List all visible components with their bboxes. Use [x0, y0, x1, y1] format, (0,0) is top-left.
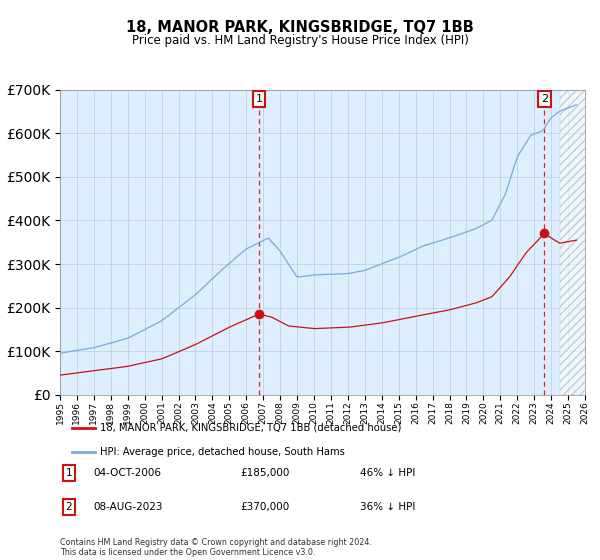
Text: 1: 1 — [256, 94, 262, 104]
Text: 2: 2 — [65, 502, 73, 512]
Text: 1: 1 — [65, 468, 73, 478]
Text: Price paid vs. HM Land Registry's House Price Index (HPI): Price paid vs. HM Land Registry's House … — [131, 34, 469, 46]
Text: 2: 2 — [541, 94, 548, 104]
Text: 46% ↓ HPI: 46% ↓ HPI — [360, 468, 415, 478]
Text: £185,000: £185,000 — [240, 468, 289, 478]
Text: 08-AUG-2023: 08-AUG-2023 — [93, 502, 163, 512]
Text: 04-OCT-2006: 04-OCT-2006 — [93, 468, 161, 478]
Text: 36% ↓ HPI: 36% ↓ HPI — [360, 502, 415, 512]
Text: 18, MANOR PARK, KINGSBRIDGE, TQ7 1BB: 18, MANOR PARK, KINGSBRIDGE, TQ7 1BB — [126, 20, 474, 35]
Text: Contains HM Land Registry data © Crown copyright and database right 2024.
This d: Contains HM Land Registry data © Crown c… — [60, 538, 372, 557]
Text: HPI: Average price, detached house, South Hams: HPI: Average price, detached house, Sout… — [100, 446, 344, 456]
Bar — [560, 90, 593, 395]
Text: £370,000: £370,000 — [240, 502, 289, 512]
Text: 18, MANOR PARK, KINGSBRIDGE, TQ7 1BB (detached house): 18, MANOR PARK, KINGSBRIDGE, TQ7 1BB (de… — [100, 423, 401, 433]
